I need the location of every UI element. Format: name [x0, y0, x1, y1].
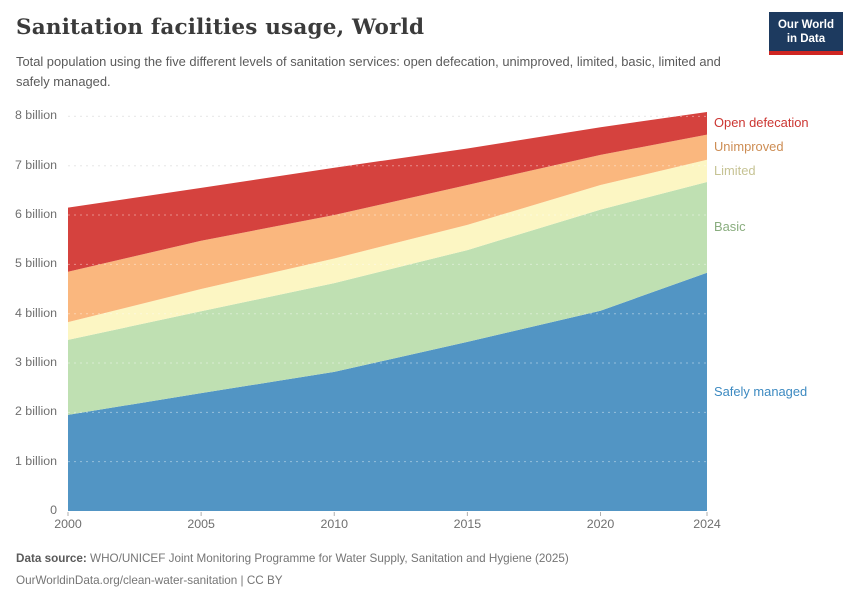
y-tick-label-7: 7 billion — [14, 157, 57, 172]
y-tick-label-8: 8 billion — [14, 108, 57, 123]
owid-logo[interactable]: Our World in Data — [768, 12, 843, 55]
x-tick-label-2015: 2015 — [453, 517, 482, 531]
footer-source-line: Data source: WHO/UNICEF Joint Monitoring… — [16, 548, 569, 570]
chart-title: Sanitation facilities usage, World — [16, 15, 425, 40]
legend-label-safely-managed[interactable]: Safely managed — [714, 383, 808, 399]
data-source-text: WHO/UNICEF Joint Monitoring Programme fo… — [86, 552, 569, 565]
owid-logo-line1: Our World — [777, 19, 834, 31]
y-tick-label-0: 0 — [50, 503, 57, 517]
x-tick-label-2010: 2010 — [320, 517, 349, 531]
legend-label-unimproved[interactable]: Unimproved — [714, 139, 784, 155]
x-tick-label-2024: 2024 — [693, 517, 721, 531]
legend-label-limited[interactable]: Limited — [714, 162, 756, 178]
x-tick-label-2000: 2000 — [54, 517, 82, 531]
y-tick-label-4: 4 billion — [14, 305, 57, 320]
area-limited[interactable] — [68, 159, 707, 340]
y-tick-label-2: 2 billion — [14, 404, 57, 419]
x-tick-label-2005: 2005 — [187, 517, 215, 531]
owid-logo-line2: in Data — [786, 33, 826, 46]
legend-label-basic[interactable]: Basic — [714, 219, 746, 235]
y-tick-label-5: 5 billion — [14, 256, 57, 271]
y-tick-label-6: 6 billion — [14, 207, 57, 222]
area-unimproved[interactable] — [68, 134, 707, 323]
y-tick-label-3: 3 billion — [14, 355, 57, 370]
area-open-defecation[interactable] — [68, 111, 707, 272]
data-source-label: Data source: — [16, 552, 87, 565]
legend-label-open-defecation[interactable]: Open defecation — [714, 115, 809, 131]
chart-footer: Data source: WHO/UNICEF Joint Monitoring… — [16, 548, 569, 591]
chart-subtitle: Total population using the five differen… — [16, 54, 721, 90]
y-tick-label-1: 1 billion — [14, 453, 57, 468]
x-tick-label-2020: 2020 — [586, 517, 615, 531]
area-safely-managed[interactable] — [68, 272, 707, 511]
area-basic[interactable] — [68, 182, 707, 415]
footer-link-line[interactable]: OurWorldinData.org/clean-water-sanitatio… — [16, 573, 283, 587]
